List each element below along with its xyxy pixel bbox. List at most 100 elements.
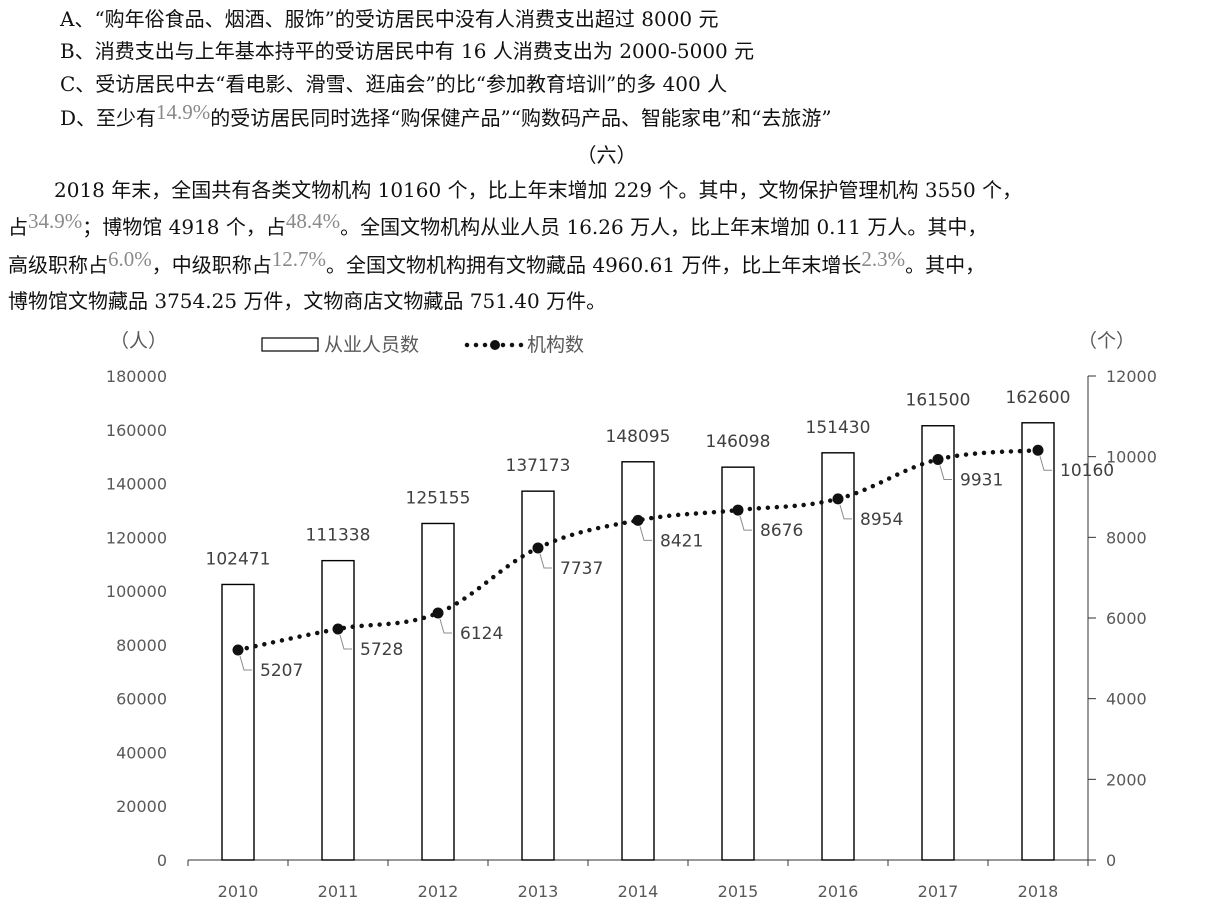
p3-b: ，中级职称占 bbox=[151, 253, 272, 277]
line-point bbox=[732, 504, 744, 516]
paragraph-line-1: 2018 年末，全国共有各类文物机构 10160 个，比上年末增加 229 个。… bbox=[54, 178, 1023, 202]
left-tick-label: 120000 bbox=[106, 528, 167, 547]
bar-value-label: 125155 bbox=[406, 488, 471, 508]
x-tick-label: 2016 bbox=[818, 882, 859, 901]
p3-a: 高级职称占 bbox=[8, 253, 108, 277]
p2-a: 占 bbox=[8, 215, 28, 239]
x-tick-label: 2015 bbox=[718, 882, 759, 901]
bar-value-label: 161500 bbox=[906, 391, 971, 411]
right-tick-label: 4000 bbox=[1106, 690, 1147, 709]
x-tick-label: 2012 bbox=[418, 882, 459, 901]
legend-bar-label: 从业人员数 bbox=[324, 334, 419, 356]
p2-pct1: 34.9% bbox=[28, 209, 83, 233]
line-point bbox=[632, 514, 644, 526]
leader-line bbox=[339, 634, 352, 650]
p2-b: ；博物馆 4918 个，占 bbox=[82, 215, 286, 239]
bar bbox=[821, 452, 855, 861]
left-tick-label: 160000 bbox=[106, 421, 167, 440]
line-point bbox=[932, 453, 944, 465]
legend-group: 从业人员数 机构数 bbox=[261, 334, 584, 356]
option-d-suffix: 的受访居民同时选择“购保健产品”“购数码产品、智能家电”和“去旅游” bbox=[210, 106, 832, 130]
option-b: B、消费支出与上年基本持平的受访居民中有 16 人消费支出为 2000-5000… bbox=[60, 39, 755, 63]
bar-value-label: 148095 bbox=[606, 427, 671, 447]
right-tick-label: 10000 bbox=[1106, 448, 1157, 467]
p2-c: 。全国文物机构从业人员 16.26 万人，比上年末增加 0.11 万人。其中， bbox=[340, 215, 988, 239]
option-a: A、“购年俗食品、烟酒、服饰”的受访居民中没有人消费支出超过 8000 元 bbox=[60, 7, 719, 31]
p3-d: 。其中， bbox=[905, 253, 986, 277]
legend-line-label: 机构数 bbox=[527, 334, 584, 356]
legend-line-marker bbox=[490, 340, 500, 350]
paragraph-line-4: 博物馆文物藏品 3754.25 万件，文物商店文物藏品 751.40 万件。 bbox=[8, 289, 607, 313]
line-value-label: 8421 bbox=[660, 531, 703, 551]
left-unit-label: （人） bbox=[110, 330, 167, 352]
left-tick-label: 40000 bbox=[116, 743, 167, 762]
left-tick-label: 0 bbox=[157, 851, 167, 870]
left-tick-label: 60000 bbox=[116, 690, 167, 709]
x-tick-label: 2010 bbox=[218, 882, 259, 901]
combo-chart: 2010 2011 2012 2013 2014 2015 2016 2017 2018 0 200… bbox=[106, 330, 1157, 901]
axes-group: 2010 2011 2012 2013 2014 2015 2016 2017 2018 0 200… bbox=[106, 330, 1157, 901]
right-tick-label: 2000 bbox=[1106, 770, 1147, 789]
section-title: （六） bbox=[576, 143, 637, 167]
line-value-label: 8954 bbox=[860, 510, 903, 530]
leader-line bbox=[439, 618, 452, 634]
leader-line bbox=[1039, 456, 1052, 471]
line-value-label: 6124 bbox=[460, 624, 503, 644]
p3-pct3: 2.3% bbox=[861, 247, 906, 271]
line-value-label: 9931 bbox=[960, 470, 1003, 490]
right-tick-label: 6000 bbox=[1106, 609, 1147, 628]
option-d: D、至少有14.9%的受访居民同时选择“购保健产品”“购数码产品、智能家电”和“… bbox=[60, 100, 832, 134]
x-tick-label: 2014 bbox=[618, 882, 659, 901]
x-tick-label: 2018 bbox=[1018, 882, 1059, 901]
bar bbox=[321, 559, 355, 861]
option-d-prefix: D、至少有 bbox=[60, 106, 157, 130]
chart-container: 2010 2011 2012 2013 2014 2015 2016 2017 2018 0 200… bbox=[0, 318, 1213, 904]
p3-pct2: 12.7% bbox=[271, 247, 326, 271]
p3-pct1: 6.0% bbox=[108, 247, 152, 271]
left-tick-label: 20000 bbox=[116, 797, 167, 816]
bar bbox=[721, 466, 755, 861]
labels-group: 102471 111338 125155 137173 148095 146098 1514… bbox=[206, 388, 1115, 681]
x-tick-label: 2013 bbox=[518, 882, 559, 901]
x-tick-label: 2011 bbox=[318, 882, 359, 901]
bar bbox=[421, 522, 455, 861]
x-tick-label: 2017 bbox=[918, 882, 959, 901]
bar bbox=[1021, 422, 1055, 861]
paragraph-line-2: 占34.9%；博物馆 4918 个，占48.4%。全国文物机构从业人员 16.2… bbox=[8, 209, 988, 243]
leader-line bbox=[839, 504, 852, 520]
line-point bbox=[432, 607, 444, 619]
option-d-percent: 14.9% bbox=[156, 100, 211, 124]
line-point bbox=[532, 542, 544, 554]
p2-pct2: 48.4% bbox=[285, 209, 341, 233]
leader-line bbox=[239, 655, 252, 671]
leader-line bbox=[739, 515, 752, 531]
p3-c: 。全国文物机构拥有文物藏品 4960.61 万件，比上年末增长 bbox=[326, 253, 862, 277]
leader-line bbox=[939, 465, 952, 480]
line-point bbox=[232, 644, 244, 656]
line-value-label: 8676 bbox=[760, 521, 803, 541]
bars-group bbox=[221, 422, 1055, 861]
bar-value-label: 146098 bbox=[706, 432, 771, 452]
bar bbox=[621, 461, 655, 861]
left-tick-label: 180000 bbox=[106, 367, 167, 386]
leader-line bbox=[639, 526, 652, 541]
right-tick-label: 12000 bbox=[1106, 367, 1157, 386]
line-point bbox=[332, 623, 344, 635]
left-tick-label: 140000 bbox=[106, 475, 167, 494]
bar bbox=[921, 425, 955, 861]
institutions-line bbox=[235, 447, 1041, 653]
paragraph-line-3: 高级职称占6.0%，中级职称占12.7%。全国文物机构拥有文物藏品 4960.6… bbox=[8, 247, 986, 281]
line-value-label: 10160 bbox=[1060, 461, 1114, 481]
bar-value-label: 102471 bbox=[206, 549, 271, 569]
option-c: C、受访居民中去“看电影、滑雪、逛庙会”的比“参加教育培训”的多 400 人 bbox=[60, 72, 728, 96]
right-tick-label: 0 bbox=[1106, 851, 1116, 870]
leader-line bbox=[539, 553, 552, 569]
line-value-label: 5728 bbox=[360, 640, 403, 660]
bar-value-label: 151430 bbox=[806, 418, 871, 438]
line-value-label: 5207 bbox=[260, 661, 303, 681]
bar bbox=[221, 583, 255, 861]
bar-value-label: 111338 bbox=[306, 526, 371, 546]
left-tick-label: 100000 bbox=[106, 582, 167, 601]
bar-value-label: 137173 bbox=[506, 456, 571, 476]
line-value-label: 7737 bbox=[560, 559, 603, 579]
